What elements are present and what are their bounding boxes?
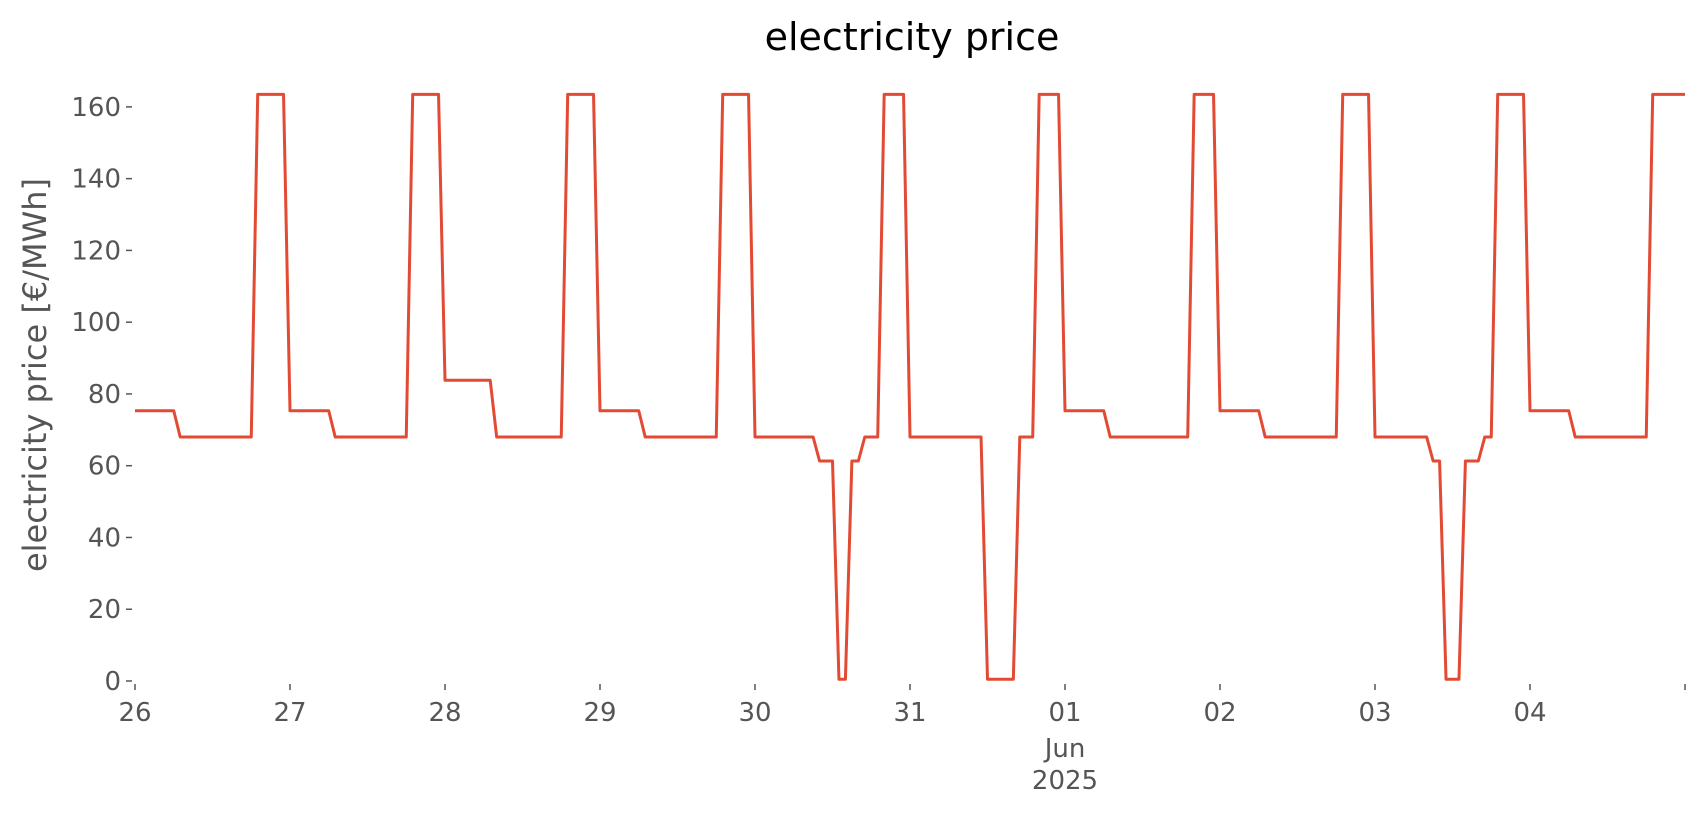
price-series-line (135, 94, 1685, 679)
x-tick-label: 31 (893, 698, 926, 728)
y-tick-label: 100 (71, 308, 121, 338)
x-tick-label: 04 (1513, 698, 1546, 728)
y-tick-label: 60 (88, 452, 121, 482)
x-tick-label: 28 (428, 698, 461, 728)
chart-title: electricity price (765, 15, 1060, 59)
y-tick-label: 0 (104, 667, 121, 697)
x-tick-label: 30 (738, 698, 771, 728)
y-tick-label: 140 (71, 165, 121, 195)
y-tick-label: 120 (71, 236, 121, 266)
x-tick-sublabel: Jun (1043, 734, 1086, 764)
y-tick-label: 40 (88, 523, 121, 553)
y-tick-label: 20 (88, 595, 121, 625)
x-tick-label: 03 (1358, 698, 1391, 728)
x-tick-label: 29 (583, 698, 616, 728)
plot-area (135, 94, 1685, 679)
y-tick-label: 160 (71, 93, 121, 123)
x-tick-label: 26 (118, 698, 151, 728)
x-tick-label: 27 (273, 698, 306, 728)
x-tick-label: 02 (1203, 698, 1236, 728)
y-tick-label: 80 (88, 380, 121, 410)
y-axis: 0 20 40 60 80 100 120 140 160 (71, 93, 132, 697)
x-tick-label: 01 (1048, 698, 1081, 728)
y-axis-label: electricity price [€/MWh] (16, 178, 54, 572)
x-tick-sublabel: 2025 (1032, 766, 1098, 796)
